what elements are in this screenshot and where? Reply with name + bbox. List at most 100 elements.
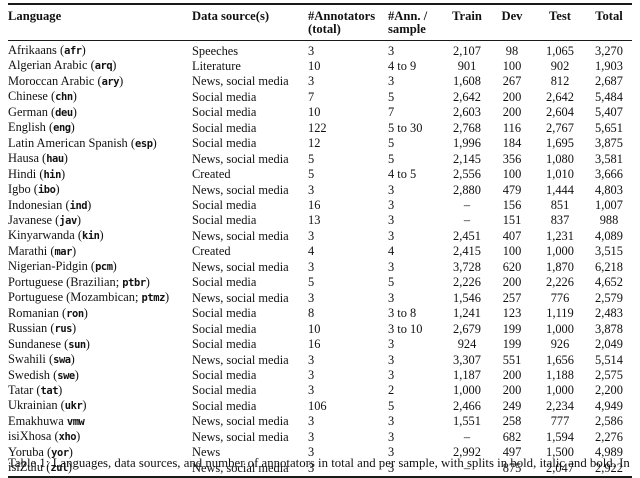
annotators-total-cell: 3 <box>308 383 315 398</box>
language-name: Russian ( <box>8 321 55 336</box>
language-name: Kinyarwanda ( <box>8 228 82 243</box>
test-count-cell: 2,642 <box>546 89 574 104</box>
annotators-per-sample-cell: 3 <box>388 414 395 429</box>
data-source-cell: News, social media <box>192 74 289 89</box>
language-name-close: ) <box>76 429 81 444</box>
annotators-total-cell: 16 <box>308 198 321 213</box>
header-line: Dev <box>501 9 523 23</box>
language-code: swa <box>53 354 71 367</box>
language-code: eng <box>53 122 71 135</box>
dataset-table: Language Data source(s) #Annotators (tot… <box>8 3 632 478</box>
column-header-dev: Dev <box>490 4 534 41</box>
train-count-cell: 2,880 <box>453 182 481 197</box>
dataset-table-wrapper: Language Data source(s) #Annotators (tot… <box>8 3 632 478</box>
total-count-cell: 2,483 <box>595 306 623 321</box>
language-cell: Hindi (hin) <box>8 167 192 182</box>
language-name-close: ) <box>63 151 68 166</box>
data-source-cell: Social media <box>192 198 257 213</box>
language-code: ind <box>69 199 88 212</box>
header-line: #Annotators <box>308 9 376 23</box>
train-count-cell: 2,451 <box>453 228 481 243</box>
total-count-cell: 1,007 <box>595 198 623 213</box>
column-header-test: Test <box>534 4 586 41</box>
test-count-cell: 902 <box>550 58 570 73</box>
data-source-cell: Social media <box>192 306 257 321</box>
language-name-close: ) <box>72 243 77 258</box>
annotators-per-sample-cell: 3 <box>388 368 395 383</box>
language-code: ron <box>66 307 84 320</box>
language-code: ptmz <box>141 292 166 305</box>
annotators-per-sample-cell: 3 <box>388 213 395 228</box>
data-source-cell: News, social media <box>192 429 289 444</box>
language-cell: Igbo (ibo) <box>8 182 192 197</box>
train-count-cell: 1,546 <box>453 290 481 305</box>
dev-count-cell: 249 <box>502 398 522 413</box>
dev-count-cell: 257 <box>502 290 522 305</box>
language-code: pcm <box>95 261 113 274</box>
total-count-cell: 4,089 <box>595 228 623 243</box>
total-count-cell: 6,218 <box>595 259 623 274</box>
annotators-per-sample-cell: 3 <box>388 74 395 89</box>
annotators-total-cell: 3 <box>308 445 315 460</box>
total-count-cell: 3,515 <box>595 244 623 259</box>
test-count-cell: 1,656 <box>546 352 574 367</box>
table-row: German (deu) Social media 10 7 2,603 200 2,604… <box>8 105 632 120</box>
annotators-per-sample-cell: 3 <box>388 198 395 213</box>
language-name-close: ) <box>99 228 104 243</box>
total-count-cell: 3,875 <box>595 136 623 151</box>
language-code: mar <box>54 245 73 258</box>
test-count-cell: 1,080 <box>546 151 574 166</box>
dev-count-cell: 98 <box>505 43 519 58</box>
language-name: Igbo ( <box>8 182 38 197</box>
language-cell: Afrikaans (afr) <box>8 41 192 59</box>
annotators-per-sample-cell: 5 <box>388 275 395 290</box>
column-header-train: Train <box>444 4 490 41</box>
annotators-per-sample-cell: 3 <box>388 228 395 243</box>
train-count-cell: 2,642 <box>453 89 481 104</box>
dev-count-cell: 184 <box>502 136 522 151</box>
annotators-per-sample-cell: 3 <box>388 43 395 58</box>
annotators-per-sample-cell: 4 <box>388 244 395 259</box>
table-row: Yoruba (yor) News 3 3 2,992 497 1,500 4,989 <box>8 445 632 460</box>
test-count-cell: 1,119 <box>546 306 574 321</box>
test-count-cell: 2,604 <box>546 105 574 120</box>
dev-count-cell: 258 <box>502 414 522 429</box>
table-row: Portuguese (Mozambican; ptmz) News, socia… <box>8 290 632 305</box>
language-cell: Indonesian (ind) <box>8 198 192 213</box>
test-count-cell: 2,226 <box>546 275 574 290</box>
test-count-cell: 2,234 <box>546 398 574 413</box>
total-count-cell: 2,276 <box>595 429 623 444</box>
data-source-cell: Social media <box>192 275 257 290</box>
dev-count-cell: 479 <box>502 182 522 197</box>
annotators-total-cell: 3 <box>308 368 315 383</box>
language-name-close: ) <box>70 352 75 367</box>
column-header-annotators-per-sample: #Ann. / sample <box>388 4 444 41</box>
header-line: Language <box>8 9 62 23</box>
language-code: ptbr <box>122 276 146 289</box>
train-count-cell: 3,728 <box>453 259 481 274</box>
data-source-cell: Social media <box>192 321 257 336</box>
language-code: vmw <box>66 415 85 428</box>
test-count-cell: 1,231 <box>546 228 574 243</box>
table-row: Latin American Spanish (esp) Social media… <box>8 136 632 151</box>
data-source-cell: News, social media <box>192 228 289 243</box>
table-body: Afrikaans (afr) Speeches 3 3 2,107 98 1,065 3,2… <box>8 41 632 477</box>
train-count-cell: 2,679 <box>453 321 481 336</box>
train-count-cell: – <box>463 198 471 213</box>
dev-count-cell: 356 <box>502 151 522 166</box>
annotators-per-sample-cell: 3 <box>388 259 395 274</box>
annotators-total-cell: 10 <box>308 105 321 120</box>
test-count-cell: 1,188 <box>546 368 574 383</box>
language-name-close: ) <box>68 444 73 459</box>
language-cell: Swahili (swa) <box>8 352 192 367</box>
language-code: xho <box>58 431 77 444</box>
data-source-cell: News, social media <box>192 182 289 197</box>
annotators-total-cell: 5 <box>308 167 315 182</box>
data-source-cell: Social media <box>192 213 257 228</box>
table-row: Emakhuwa vmw News, social media 3 3 1,551 258… <box>8 414 632 429</box>
annotators-per-sample-cell: 3 <box>388 182 395 197</box>
train-count-cell: 1,608 <box>453 74 481 89</box>
data-source-cell: Literature <box>192 58 241 73</box>
test-count-cell: 1,010 <box>546 167 574 182</box>
language-code: swe <box>57 369 75 382</box>
